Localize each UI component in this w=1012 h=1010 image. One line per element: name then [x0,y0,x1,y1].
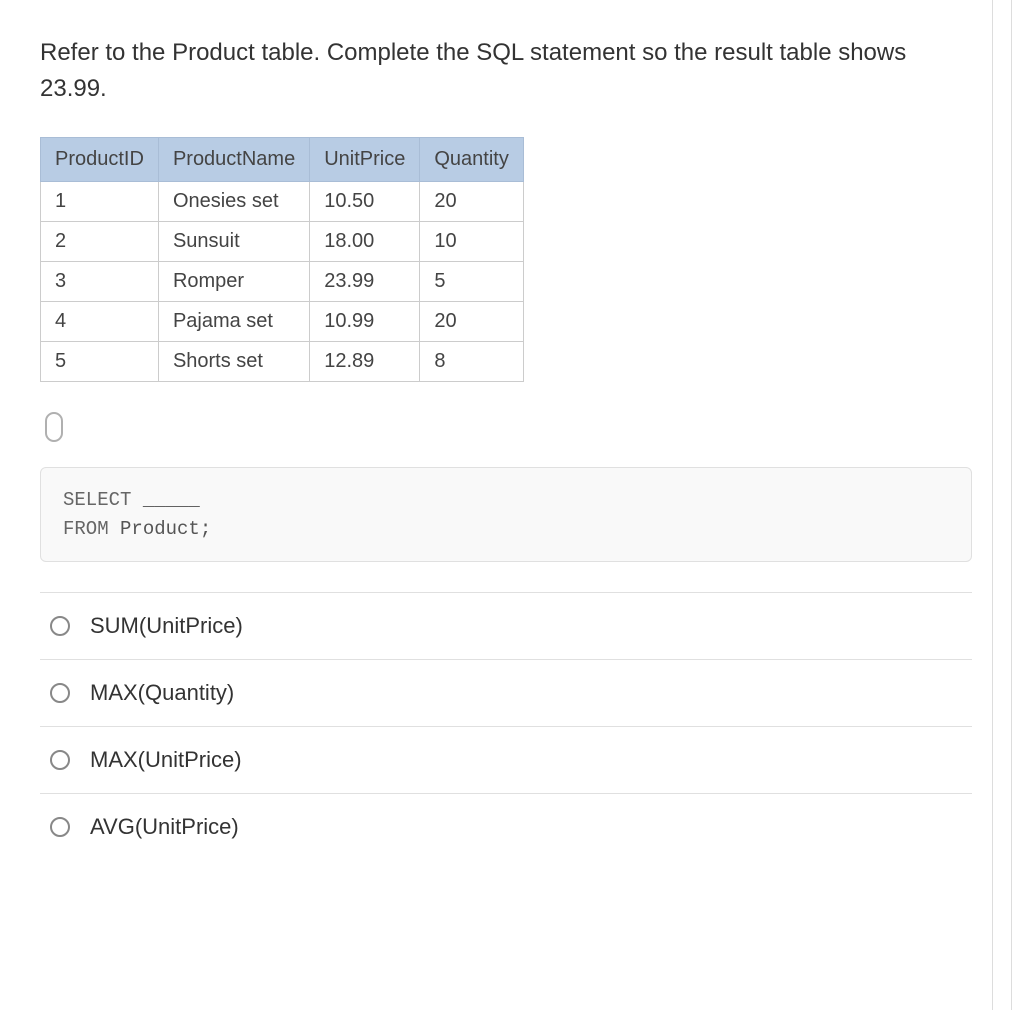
table-row: 4 Pajama set 10.99 20 [41,302,524,342]
table-cell: Sunsuit [158,222,309,262]
table-cell: Onesies set [158,182,309,222]
table-cell: 20 [420,302,523,342]
table-cell: 2 [41,222,159,262]
table-header: ProductID [41,138,159,182]
radio-icon[interactable] [50,616,70,636]
table-cell: 8 [420,342,523,382]
table-cell: 23.99 [310,262,420,302]
table-cell: 4 [41,302,159,342]
table-cell: 3 [41,262,159,302]
table-cell: 5 [41,342,159,382]
table-row: 1 Onesies set 10.50 20 [41,182,524,222]
table-cell: 10 [420,222,523,262]
table-cell: 1 [41,182,159,222]
table-cell: 5 [420,262,523,302]
table-cell: 10.50 [310,182,420,222]
options-list: SUM(UnitPrice) MAX(Quantity) MAX(UnitPri… [40,592,972,845]
table-cell: Shorts set [158,342,309,382]
option-label: AVG(UnitPrice) [90,814,239,840]
option-label: SUM(UnitPrice) [90,613,243,639]
option-row[interactable]: SUM(UnitPrice) [40,593,972,660]
code-text: Product; [109,518,212,540]
option-row[interactable]: MAX(UnitPrice) [40,727,972,794]
radio-icon[interactable] [50,683,70,703]
table-row: 2 Sunsuit 18.00 10 [41,222,524,262]
option-label: MAX(Quantity) [90,680,234,706]
radio-icon[interactable] [50,750,70,770]
radio-icon[interactable] [50,817,70,837]
table-cell: Romper [158,262,309,302]
attachment-icon [45,412,63,442]
table-cell: 18.00 [310,222,420,262]
table-row: 3 Romper 23.99 5 [41,262,524,302]
code-block: SELECT _____ FROM Product; [40,467,972,562]
option-row[interactable]: MAX(Quantity) [40,660,972,727]
table-header: UnitPrice [310,138,420,182]
table-cell: 12.89 [310,342,420,382]
code-keyword: FROM [63,518,109,540]
table-header: Quantity [420,138,523,182]
table-cell: 10.99 [310,302,420,342]
table-cell: 20 [420,182,523,222]
table-cell: Pajama set [158,302,309,342]
code-keyword: SELECT [63,489,131,511]
table-header: ProductName [158,138,309,182]
right-border [992,0,1012,1010]
option-label: MAX(UnitPrice) [90,747,242,773]
question-text: Refer to the Product table. Complete the… [40,35,972,107]
code-blank: _____ [131,489,199,511]
table-row: 5 Shorts set 12.89 8 [41,342,524,382]
product-table: ProductID ProductName UnitPrice Quantity… [40,137,524,382]
table-header-row: ProductID ProductName UnitPrice Quantity [41,138,524,182]
option-row[interactable]: AVG(UnitPrice) [40,794,972,845]
